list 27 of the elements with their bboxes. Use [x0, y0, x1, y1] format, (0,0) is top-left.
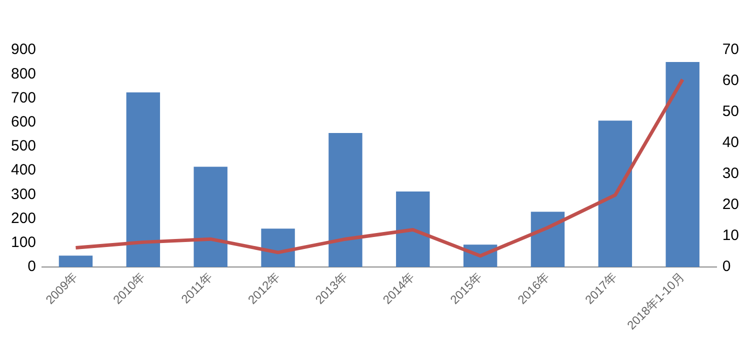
y2-tick-label: 60: [722, 72, 740, 90]
bar: [530, 212, 565, 267]
y-tick-label: 900: [10, 41, 36, 58]
y-tick-label: 700: [10, 89, 36, 106]
y-tick-label: 200: [10, 210, 36, 227]
y2-tick-label: 10: [722, 227, 740, 244]
bar: [126, 92, 160, 267]
y-tick-label: 0: [28, 258, 36, 276]
y-tick-label: 800: [10, 65, 36, 82]
bar: [396, 192, 430, 267]
bar: [261, 228, 295, 267]
y2-tick-label: 0: [722, 258, 731, 276]
bar: [194, 166, 228, 267]
y2-tick-label: 40: [722, 134, 740, 152]
bar: [328, 132, 362, 267]
bar: [598, 120, 632, 267]
y-tick-label: 300: [10, 186, 36, 203]
y-tick-label: 100: [10, 234, 36, 252]
y2-tick-label: 30: [722, 165, 740, 182]
y2-tick-label: 70: [722, 41, 740, 58]
y-tick-label: 600: [10, 113, 36, 130]
bar: [58, 256, 93, 267]
bar: [666, 62, 700, 267]
y2-tick-label: 20: [722, 196, 740, 214]
y-tick-label: 500: [10, 138, 36, 155]
y2-tick-label: 50: [722, 103, 740, 120]
y-tick-label: 400: [10, 162, 36, 179]
